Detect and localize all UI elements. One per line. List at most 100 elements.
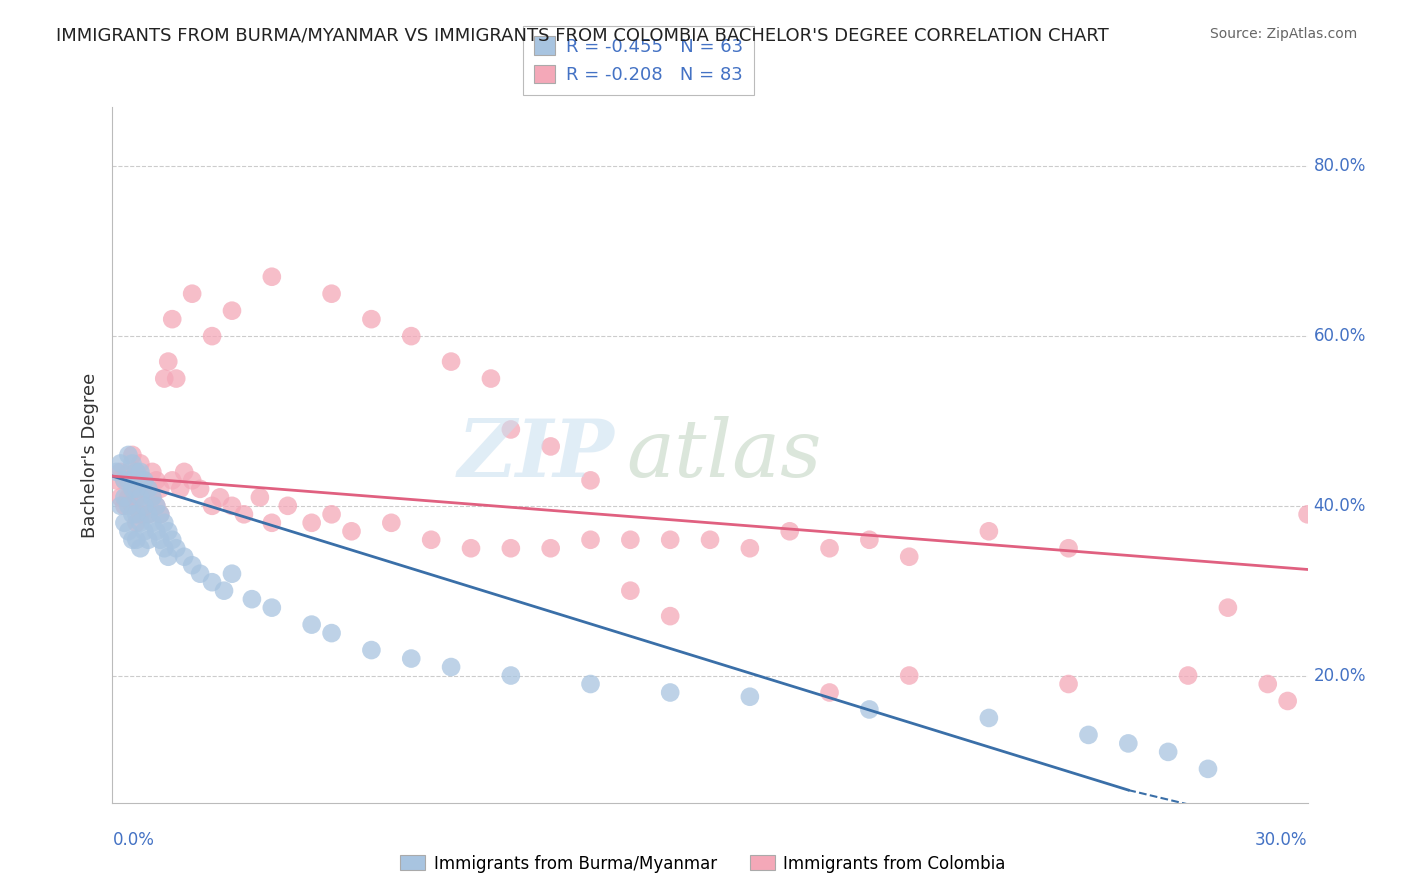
Point [479,371,502,385]
Point [401,651,423,665]
Point [440,354,463,368]
Point [169,482,191,496]
Point [1077,728,1099,742]
Text: 60.0%: 60.0% [1313,327,1367,345]
Point [181,286,204,301]
Legend: Immigrants from Burma/Myanmar, Immigrants from Colombia: Immigrants from Burma/Myanmar, Immigrant… [394,848,1012,880]
Point [114,516,135,530]
Point [157,524,180,539]
Point [162,312,183,326]
Point [1057,677,1080,691]
Point [260,516,283,530]
Point [141,465,163,479]
Point [145,474,167,488]
Point [579,677,602,691]
Point [360,643,382,657]
Point [898,668,921,682]
Point [738,690,761,704]
Point [540,439,562,453]
Point [153,541,176,556]
Point [138,508,160,522]
Y-axis label: Bachelor's Degree: Bachelor's Degree [80,372,98,538]
Point [440,660,463,674]
Point [138,508,160,522]
Point [201,329,224,343]
Point [165,541,187,556]
Point [134,499,156,513]
Point [157,354,180,368]
Point [1257,677,1279,691]
Point [134,474,156,488]
Point [360,312,382,326]
Point [540,541,562,556]
Point [188,482,211,496]
Point [125,482,148,496]
Point [738,541,761,556]
Point [165,371,187,385]
Point [114,474,135,488]
Point [129,482,152,496]
Point [129,508,152,522]
Point [110,465,132,479]
Point [129,516,152,530]
Point [121,499,143,513]
Point [818,685,841,699]
Point [121,474,143,488]
Point [301,516,323,530]
Point [380,516,402,530]
Point [110,457,132,471]
Point [153,516,176,530]
Point [117,491,139,505]
Point [181,558,204,573]
Point [221,566,243,581]
Point [181,474,204,488]
Point [105,465,128,479]
Legend: R = -0.455   N = 63, R = -0.208   N = 83: R = -0.455 N = 63, R = -0.208 N = 83 [523,26,754,95]
Point [114,499,135,513]
Text: atlas: atlas [627,417,821,493]
Point [134,524,156,539]
Point [977,711,1000,725]
Point [201,575,224,590]
Point [162,474,183,488]
Text: IMMIGRANTS FROM BURMA/MYANMAR VS IMMIGRANTS FROM COLOMBIA BACHELOR'S DEGREE CORR: IMMIGRANTS FROM BURMA/MYANMAR VS IMMIGRA… [56,27,1109,45]
Point [138,482,160,496]
Text: 80.0%: 80.0% [1313,157,1367,176]
Point [110,491,132,505]
Point [779,524,801,539]
Point [134,474,156,488]
Point [659,609,682,624]
Text: 0.0%: 0.0% [112,830,155,848]
Point [121,508,143,522]
Point [898,549,921,564]
Point [149,508,172,522]
Point [141,491,163,505]
Point [499,422,522,436]
Point [659,533,682,547]
Point [1057,541,1080,556]
Point [149,533,172,547]
Point [321,286,343,301]
Point [340,524,363,539]
Point [1157,745,1180,759]
Point [201,499,224,513]
Point [579,533,602,547]
Point [499,668,522,682]
Point [149,508,172,522]
Point [138,482,160,496]
Point [125,508,148,522]
Point [141,516,163,530]
Point [858,702,880,716]
Point [125,533,148,547]
Point [1177,668,1199,682]
Point [125,465,148,479]
Point [221,303,243,318]
Point [121,533,143,547]
Point [117,448,139,462]
Point [1296,508,1319,522]
Point [321,508,343,522]
Point [121,448,143,462]
Point [114,491,135,505]
Point [1277,694,1299,708]
Point [240,592,263,607]
